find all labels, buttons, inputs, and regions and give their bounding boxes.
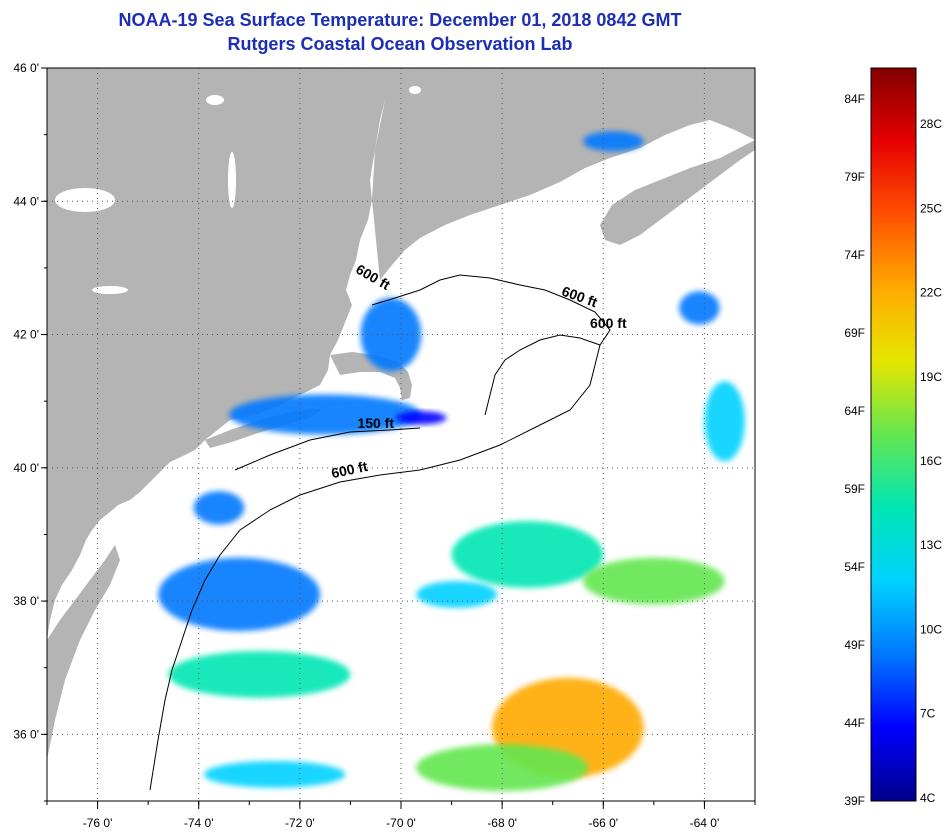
colorbar-label-c: 7C bbox=[920, 707, 936, 721]
y-tick-label: 36 0' bbox=[13, 727, 39, 741]
y-tick-label: 44 0' bbox=[13, 194, 39, 208]
colorbar-label-c: 13C bbox=[920, 538, 942, 552]
colorbar-label-f: 74F bbox=[844, 248, 865, 262]
colorbar-label-f: 39F bbox=[844, 794, 865, 808]
colorbar-labels: 84F 79F 74F 69F 64F 59F 54F 49F 44F 39F 28C 25C 22C 1… bbox=[844, 92, 942, 808]
land-nova-scotia bbox=[600, 140, 755, 245]
colorbar-label-f: 59F bbox=[844, 482, 865, 496]
sst-patch bbox=[229, 394, 422, 435]
sst-patch bbox=[583, 557, 725, 605]
sst-patch bbox=[158, 557, 321, 632]
contour-label: 600 ft bbox=[330, 458, 369, 481]
colorbar-label-c: 22C bbox=[920, 286, 942, 300]
y-tick-label: 38 0' bbox=[13, 594, 39, 608]
sst-patch bbox=[583, 131, 644, 152]
colorbar-label-c: 4C bbox=[920, 791, 936, 805]
inland-lakes bbox=[55, 86, 421, 294]
contour-150ft bbox=[234, 427, 421, 471]
y-tick-label: 40 0' bbox=[13, 461, 39, 475]
colorbar-label-f: 79F bbox=[844, 170, 865, 184]
contour-label: 600 ft bbox=[590, 315, 627, 331]
colorbar bbox=[870, 67, 917, 802]
colorbar-label-f: 49F bbox=[844, 638, 865, 652]
contour-label: 150 ft bbox=[357, 415, 394, 431]
x-tick-label: -74 0' bbox=[184, 816, 214, 830]
sst-patch bbox=[395, 411, 447, 425]
colorbar-label-f: 84F bbox=[844, 92, 865, 106]
sst-patch bbox=[704, 381, 745, 462]
land-new-brunswick bbox=[372, 68, 755, 280]
axis-labels: -76 0' -74 0' -72 0' -70 0' -68 0' -66 0' -64 … bbox=[13, 61, 756, 830]
colorbar-label-c: 16C bbox=[920, 454, 942, 468]
grid-lines bbox=[47, 68, 755, 801]
sst-patch bbox=[360, 297, 422, 372]
sst-patch bbox=[416, 581, 498, 608]
sst-patch bbox=[203, 761, 346, 788]
contour-600ft-shelf-break bbox=[149, 344, 601, 791]
land-delmarva bbox=[47, 545, 120, 760]
contour-600ft-gulf-of-maine bbox=[371, 274, 611, 416]
sst-patch bbox=[679, 291, 720, 325]
x-tick-label: -64 0' bbox=[690, 816, 720, 830]
land-mainland bbox=[47, 68, 392, 640]
sst-patch bbox=[451, 521, 604, 588]
colorbar-label-f: 44F bbox=[844, 716, 865, 730]
sst-patch bbox=[193, 491, 245, 525]
y-tick-label: 42 0' bbox=[13, 328, 39, 342]
colorbar-label-c: 25C bbox=[920, 201, 942, 215]
x-tick-label: -72 0' bbox=[285, 816, 315, 830]
sst-patch bbox=[416, 744, 589, 792]
x-tick-label: -68 0' bbox=[487, 816, 517, 830]
colorbar-label-c: 19C bbox=[920, 370, 942, 384]
x-tick-label: -70 0' bbox=[386, 816, 416, 830]
map-subtitle: Rutgers Coastal Ocean Observation Lab bbox=[227, 34, 573, 54]
y-tick-label: 46 0' bbox=[13, 61, 39, 75]
colorbar-label-c: 10C bbox=[920, 622, 942, 636]
sst-layer bbox=[158, 131, 745, 792]
colorbar-label-c: 28C bbox=[920, 117, 942, 131]
map-title: NOAA-19 Sea Surface Temperature: Decembe… bbox=[118, 10, 682, 30]
x-tick-label: -76 0' bbox=[83, 816, 113, 830]
bathymetry-contours bbox=[149, 274, 611, 791]
colorbar-label-f: 54F bbox=[844, 560, 865, 574]
colorbar-label-f: 69F bbox=[844, 326, 865, 340]
sst-patch bbox=[168, 651, 351, 698]
colorbar-label-f: 64F bbox=[844, 404, 865, 418]
x-tick-label: -66 0' bbox=[588, 816, 618, 830]
